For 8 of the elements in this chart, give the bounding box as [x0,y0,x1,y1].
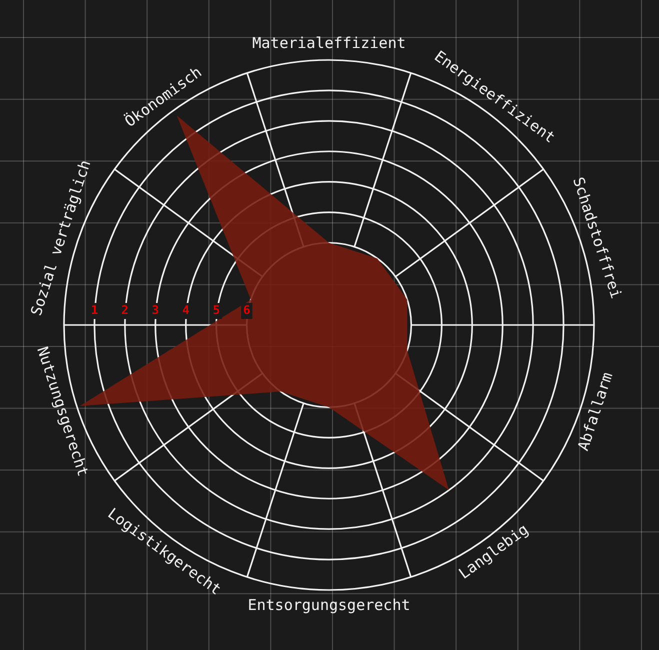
y-tick-label: 1 [90,303,98,318]
y-tick-label: 5 [212,303,220,318]
y-tick-label: 4 [182,303,190,318]
y-tick-label: 6 [243,303,250,318]
y-tick-label: 2 [121,303,129,318]
y-tick-label: 3 [152,303,159,318]
spoke-label: Materialeffizient [252,34,406,52]
spoke-label: Entsorgungsgerecht [248,596,410,614]
